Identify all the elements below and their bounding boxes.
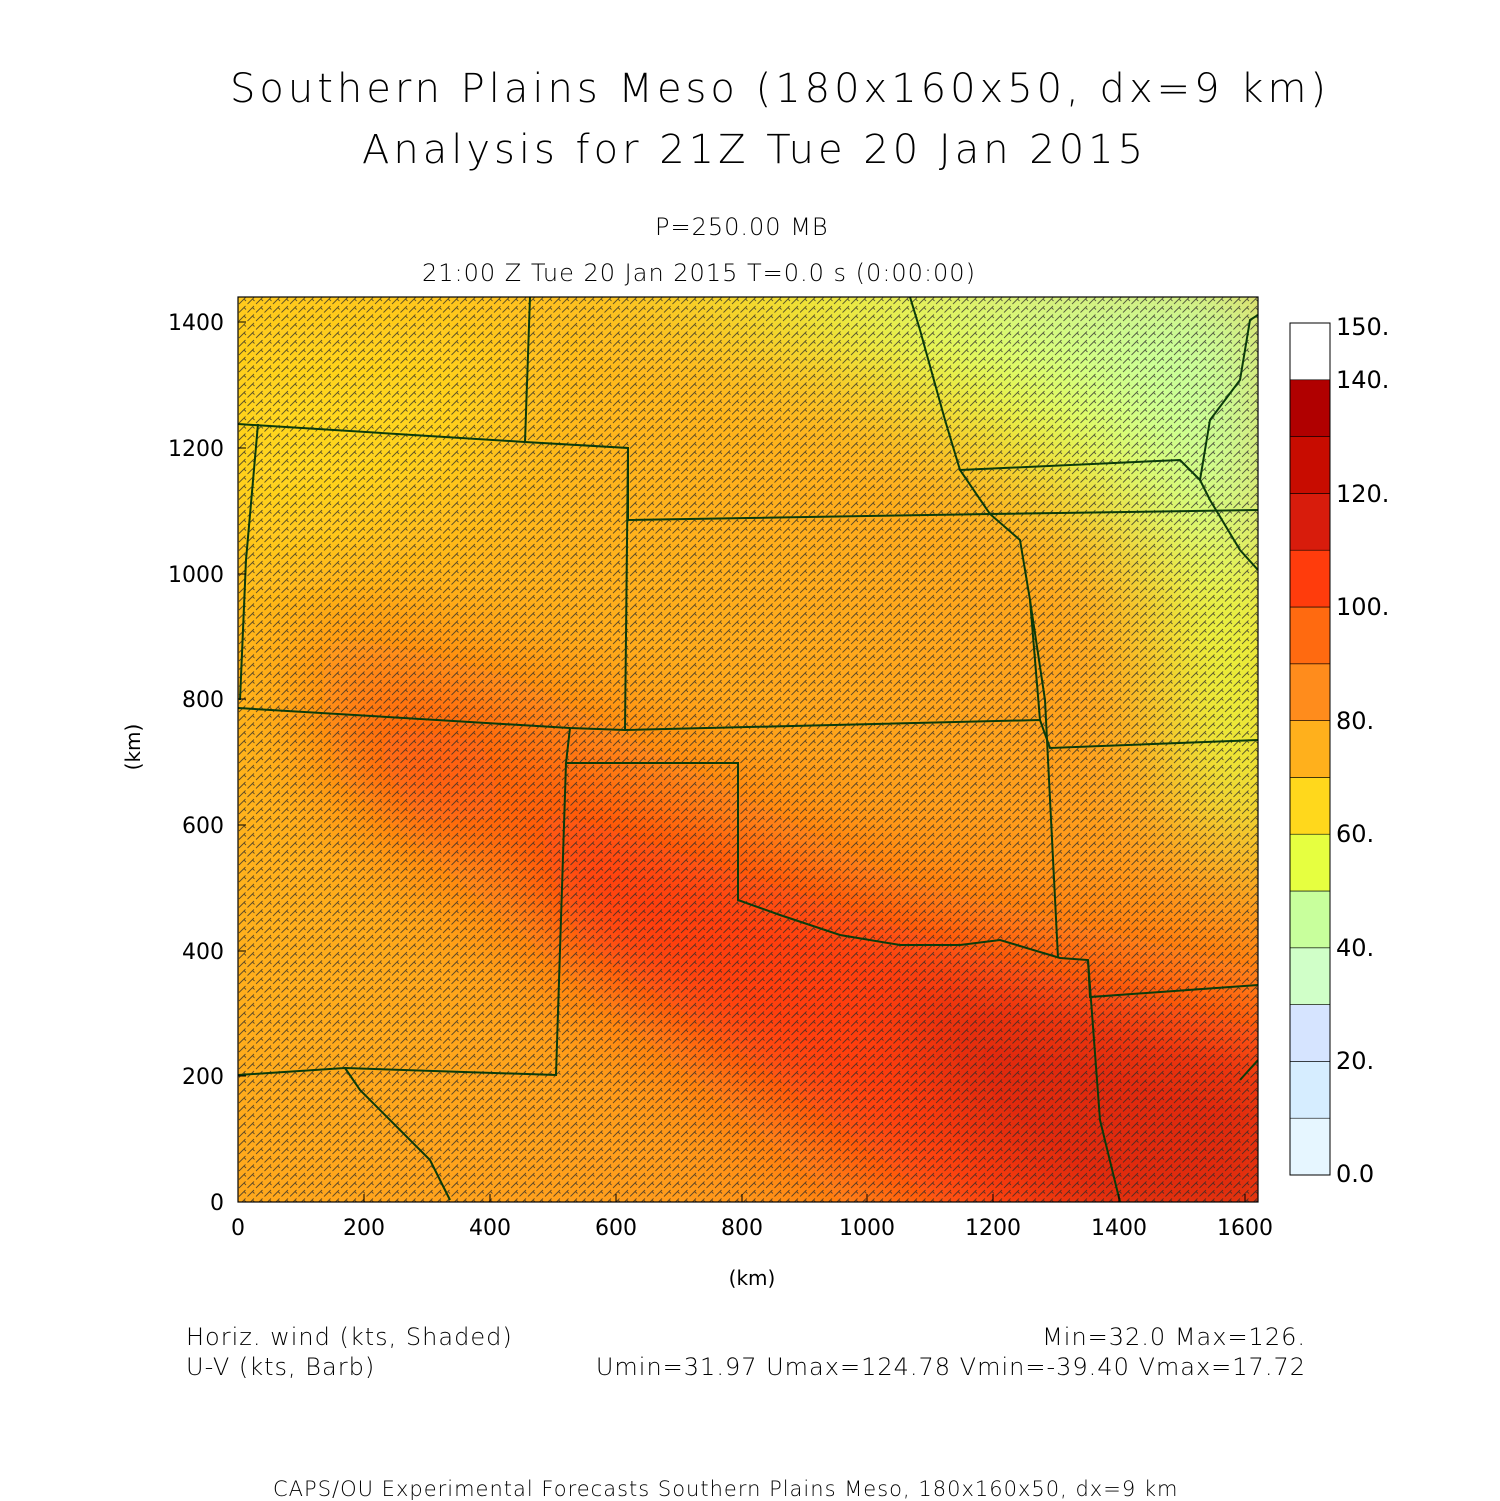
colorbar-segment bbox=[1289, 606, 1331, 665]
uv-stats: Umin=31.97 Umax=124.78 Vmin=-39.40 Vmax=… bbox=[595, 1353, 1306, 1381]
wind-speed-shading bbox=[238, 297, 1258, 1202]
colorbar-frame bbox=[1289, 322, 1331, 1176]
x-tick-label: 200 bbox=[343, 1216, 385, 1241]
colorbar-label: 80. bbox=[1336, 707, 1374, 735]
colorbar-segment bbox=[1289, 947, 1331, 1005]
colorbar-label: 60. bbox=[1336, 820, 1374, 848]
y-tick-label: 800 bbox=[182, 688, 224, 713]
colorbar-segment bbox=[1289, 720, 1331, 778]
title-line-2: Analysis for 21Z Tue 20 Jan 2015 bbox=[362, 127, 1148, 173]
colorbar-segment bbox=[1289, 1117, 1331, 1176]
wind-barbs bbox=[238, 297, 1258, 1202]
plot-frame bbox=[237, 296, 1259, 1203]
min-max-stats: Min=32.0 Max=126. bbox=[1042, 1323, 1306, 1351]
x-tick-label: 1200 bbox=[965, 1216, 1021, 1241]
colorbar-label: 100. bbox=[1336, 593, 1389, 621]
colorbar bbox=[1289, 322, 1331, 1176]
state-borders bbox=[238, 297, 1258, 1202]
x-tick-label: 0 bbox=[231, 1216, 245, 1241]
y-tick-label: 400 bbox=[182, 940, 224, 965]
x-tick-label: 1000 bbox=[839, 1216, 895, 1241]
colorbar-label: 20. bbox=[1336, 1047, 1374, 1075]
colorbar-segment bbox=[1289, 663, 1331, 721]
y-tick-label: 1200 bbox=[168, 437, 224, 462]
x-tick-label: 1600 bbox=[1217, 1216, 1273, 1241]
colorbar-segment bbox=[1289, 777, 1331, 835]
colorbar-segment bbox=[1289, 1061, 1331, 1119]
y-axis-label: (km) bbox=[121, 724, 145, 771]
field-description-shaded: Horiz. wind (kts, Shaded) bbox=[186, 1323, 513, 1351]
colorbar-segment bbox=[1289, 379, 1331, 437]
axis-ticks bbox=[237, 321, 1246, 1203]
x-tick-label: 800 bbox=[721, 1216, 763, 1241]
colorbar-label: 120. bbox=[1336, 480, 1389, 508]
colorbar-segment bbox=[1289, 549, 1331, 608]
y-tick-label: 200 bbox=[182, 1065, 224, 1090]
colorbar-label: 40. bbox=[1336, 934, 1374, 962]
credit-line: CAPS/OU Experimental Forecasts Southern … bbox=[273, 1477, 1179, 1501]
field-description-barb: U-V (kts, Barb) bbox=[186, 1353, 376, 1381]
x-axis-label: (km) bbox=[729, 1266, 776, 1290]
colorbar-segment bbox=[1289, 436, 1331, 494]
colorbar-label: 0.0 bbox=[1336, 1160, 1374, 1188]
y-tick-label: 1400 bbox=[168, 311, 224, 336]
colorbar-segment bbox=[1289, 890, 1331, 949]
title-line-1: Southern Plains Meso (180x160x50, dx=9 k… bbox=[230, 66, 1331, 112]
colorbar-segment bbox=[1289, 1004, 1331, 1062]
x-tick-label: 400 bbox=[469, 1216, 511, 1241]
colorbar-label: 150. bbox=[1336, 313, 1389, 341]
colorbar-label: 140. bbox=[1336, 366, 1389, 394]
colorbar-segment bbox=[1289, 493, 1331, 551]
y-tick-label: 600 bbox=[182, 814, 224, 839]
pressure-level: P=250.00 MB bbox=[655, 213, 829, 241]
valid-time: 21:00 Z Tue 20 Jan 2015 T=0.0 s (0:00:00… bbox=[422, 259, 976, 287]
x-tick-label: 1400 bbox=[1091, 1216, 1147, 1241]
colorbar-segment bbox=[1289, 833, 1331, 892]
y-tick-label: 0 bbox=[210, 1191, 224, 1216]
y-tick-label: 1000 bbox=[168, 563, 224, 588]
x-tick-label: 600 bbox=[595, 1216, 637, 1241]
